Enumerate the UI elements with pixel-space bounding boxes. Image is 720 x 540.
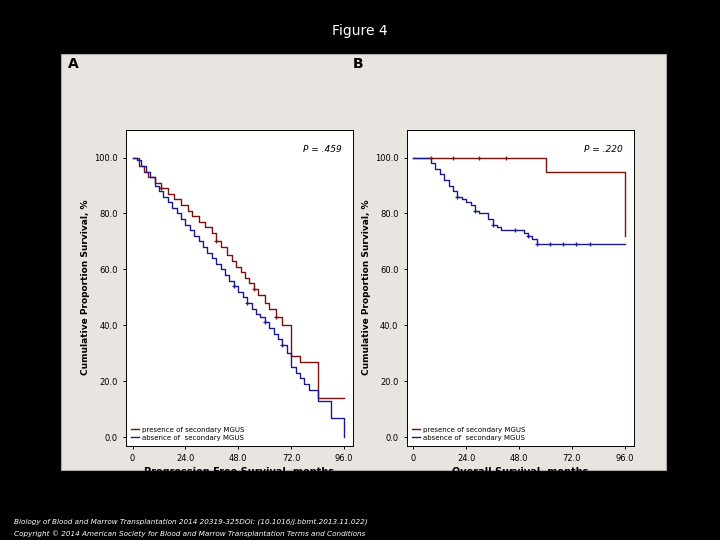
X-axis label: Progression Free Survival, months: Progression Free Survival, months bbox=[145, 467, 334, 477]
X-axis label: Overall Survival, months: Overall Survival, months bbox=[452, 467, 588, 477]
Y-axis label: Cumulative Proportion Survival, %: Cumulative Proportion Survival, % bbox=[81, 200, 90, 375]
Text: A: A bbox=[68, 57, 79, 71]
Y-axis label: Cumulative Proportion Survival, %: Cumulative Proportion Survival, % bbox=[361, 200, 371, 375]
Legend: presence of secondary MGUS, absence of  secondary MGUS: presence of secondary MGUS, absence of s… bbox=[130, 425, 246, 442]
Text: P = .220: P = .220 bbox=[583, 145, 622, 154]
Legend: presence of secondary MGUS, absence of  secondary MGUS: presence of secondary MGUS, absence of s… bbox=[410, 425, 526, 442]
Text: B: B bbox=[353, 57, 364, 71]
Text: P = .459: P = .459 bbox=[302, 145, 341, 154]
Text: Figure 4: Figure 4 bbox=[332, 24, 388, 38]
Text: Biology of Blood and Marrow Transplantation 2014 20319-325DOI: (10.1016/j.bbmt.2: Biology of Blood and Marrow Transplantat… bbox=[14, 518, 368, 525]
Text: Copyright © 2014 American Society for Blood and Marrow Transplantation Terms and: Copyright © 2014 American Society for Bl… bbox=[14, 531, 366, 537]
